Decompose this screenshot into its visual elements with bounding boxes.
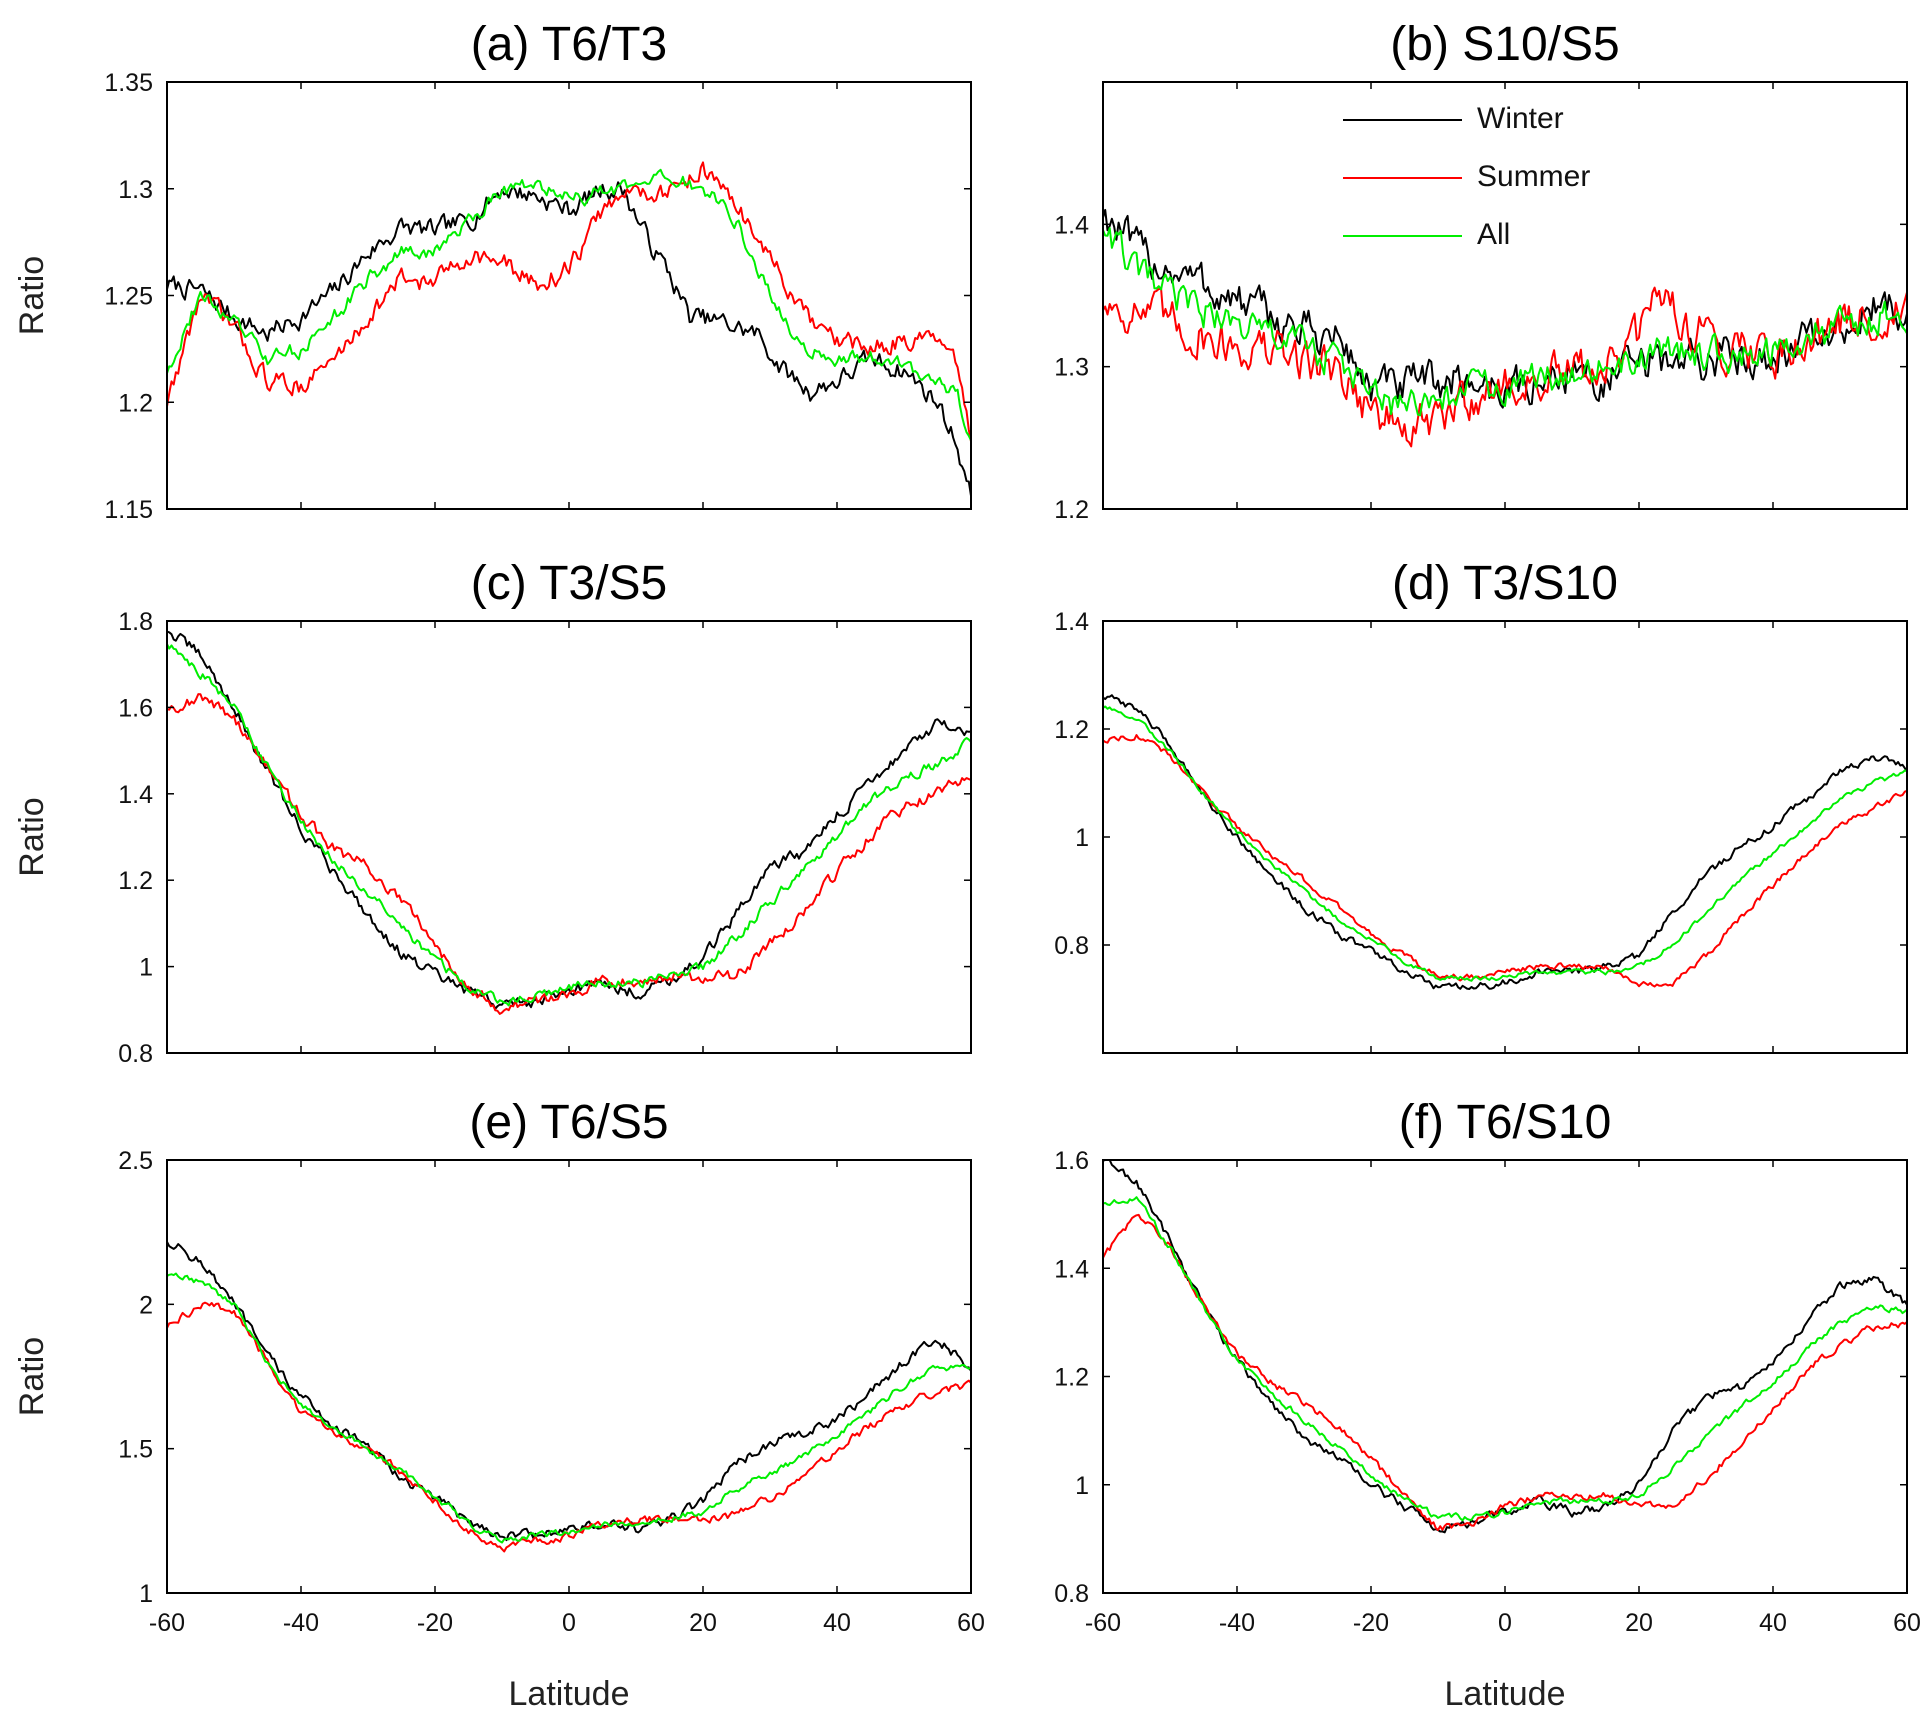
panel-title: (a) T6/T3 xyxy=(471,18,668,71)
x-tick-label: -40 xyxy=(1219,1609,1255,1637)
series-summer-line xyxy=(166,693,972,1015)
series-winter-line xyxy=(1102,208,1908,409)
series-winter-line xyxy=(166,181,972,496)
legend-label-summer: Summer xyxy=(1477,160,1590,193)
panel-a: (a) T6/T3 1.15 1.2 1.25 1.3 1.35 Ratio xyxy=(13,18,972,524)
y-tick-label: 1.8 xyxy=(118,608,153,636)
series-winter-line xyxy=(166,630,972,1010)
series-all-line xyxy=(166,168,972,441)
x-tick-label: -40 xyxy=(283,1609,319,1637)
y-tick-label: 1.35 xyxy=(104,69,153,97)
y-tick-label: 1.4 xyxy=(1054,211,1089,239)
plot-frame xyxy=(1102,620,1908,1054)
legend-label-winter: Winter xyxy=(1477,102,1564,135)
panel-title: (e) T6/S5 xyxy=(469,1096,668,1149)
series-all-line xyxy=(166,1272,972,1544)
panel-title: (d) T3/S10 xyxy=(1392,557,1618,610)
x-tick-label: -60 xyxy=(1085,1609,1121,1637)
y-tick-label: 0.8 xyxy=(1054,932,1089,960)
y-tick-label: 0.8 xyxy=(1054,1580,1089,1608)
y-tick-label: 1.25 xyxy=(104,283,153,311)
x-tick-label: 60 xyxy=(957,1609,985,1637)
y-tick-label: 1 xyxy=(1075,1472,1089,1500)
y-tick-label: 1.5 xyxy=(118,1436,153,1464)
series-summer-line xyxy=(1102,286,1908,448)
y-tick-label: 1.2 xyxy=(1054,496,1089,524)
x-tick-label: 40 xyxy=(1759,1609,1787,1637)
legend-label-all: All xyxy=(1477,218,1510,251)
y-tick-label: 2 xyxy=(139,1291,153,1319)
y-tick-label: 2.5 xyxy=(118,1147,153,1175)
x-tick-label: -20 xyxy=(417,1609,453,1637)
y-tick-label: 1.4 xyxy=(1054,1255,1089,1283)
x-tick-label: 20 xyxy=(689,1609,717,1637)
y-tick-label: 1 xyxy=(139,1580,153,1608)
y-axis-label: Ratio xyxy=(13,797,51,876)
series-winter-line xyxy=(1102,694,1908,990)
y-tick-label: 1 xyxy=(1075,824,1089,852)
x-tick-label: 0 xyxy=(1498,1609,1512,1637)
plot-frame xyxy=(1102,1159,1908,1594)
y-tick-label: 1.2 xyxy=(118,867,153,895)
series-all-line xyxy=(1102,227,1908,417)
y-tick-label: 1.3 xyxy=(118,176,153,204)
y-axis-label: Ratio xyxy=(13,256,51,335)
series-summer-line xyxy=(166,161,972,442)
y-tick-label: 1.6 xyxy=(1054,1147,1089,1175)
y-tick-label: 1.2 xyxy=(1054,1364,1089,1392)
x-tick-label: 20 xyxy=(1625,1609,1653,1637)
y-tick-label: 1.6 xyxy=(118,694,153,722)
x-axis-label: Latitude xyxy=(1445,1675,1566,1713)
panel-title: (f) T6/S10 xyxy=(1399,1096,1612,1149)
plot-frame xyxy=(166,81,972,510)
y-tick-label: 0.8 xyxy=(118,1040,153,1068)
series-summer-line xyxy=(1102,734,1908,988)
series-all-line xyxy=(166,643,972,1007)
panel-f: (f) T6/S10 0.8 1 1.2 1.4 1.6 -60 -40 -20 0 20 40 60 L… xyxy=(1054,1096,1921,1713)
x-axis-label: Latitude xyxy=(509,1675,630,1713)
y-tick-label: 1.2 xyxy=(1054,716,1089,744)
panel-b: (b) S10/S5 1.2 1.3 1.4 Winter Summer All xyxy=(1054,18,1908,524)
panel-d: (d) T3/S10 0.8 1 1.2 1.4 xyxy=(1054,557,1908,1054)
y-tick-label: 1.4 xyxy=(118,781,153,809)
x-tick-label: 60 xyxy=(1893,1609,1921,1637)
y-tick-label: 1.15 xyxy=(104,496,153,524)
plot-frame xyxy=(166,620,972,1054)
y-tick-label: 1.4 xyxy=(1054,608,1089,636)
y-tick-label: 1.3 xyxy=(1054,354,1089,382)
series-all-line xyxy=(1102,705,1908,982)
series-winter-line xyxy=(166,1241,972,1542)
panel-title: (c) T3/S5 xyxy=(471,557,668,610)
legend: Winter Summer All xyxy=(1343,102,1590,251)
series-summer-line xyxy=(1102,1213,1908,1531)
x-tick-label: -20 xyxy=(1353,1609,1389,1637)
series-summer-line xyxy=(166,1301,972,1553)
panel-e: (e) T6/S5 1 1.5 2 2.5 -60 -40 -20 0 20 40 60 Ratio La… xyxy=(13,1096,985,1713)
panel-c: (c) T3/S5 0.8 1 1.2 1.4 1.6 1.8 Ratio xyxy=(13,557,972,1068)
x-tick-label: -60 xyxy=(149,1609,185,1637)
y-axis-label: Ratio xyxy=(13,1337,51,1416)
series-all-line xyxy=(1102,1196,1908,1522)
x-tick-label: 40 xyxy=(823,1609,851,1637)
y-tick-label: 1 xyxy=(139,954,153,982)
series-winter-line xyxy=(1102,1159,1908,1534)
y-tick-label: 1.2 xyxy=(118,389,153,417)
panel-title: (b) S10/S5 xyxy=(1390,18,1619,71)
x-tick-label: 0 xyxy=(562,1609,576,1637)
